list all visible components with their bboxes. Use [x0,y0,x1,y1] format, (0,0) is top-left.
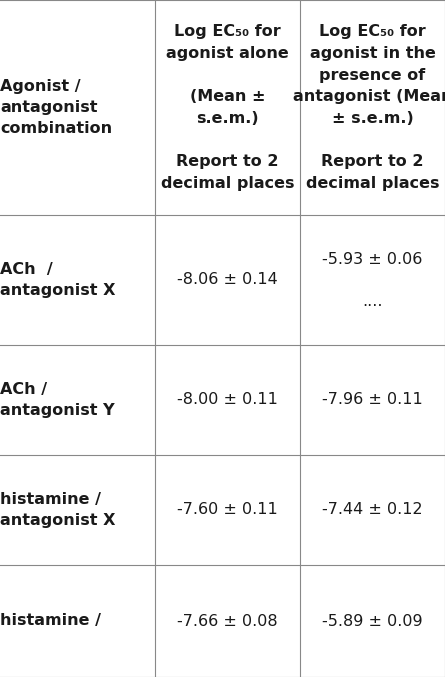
Text: -5.89 ± 0.09: -5.89 ± 0.09 [322,613,423,628]
Text: ACh /
antagonist Y: ACh / antagonist Y [0,382,115,418]
Text: Agonist /
antagonist
combination: Agonist / antagonist combination [0,79,112,136]
Text: histamine /
antagonist X: histamine / antagonist X [0,492,116,528]
Text: -8.00 ± 0.11: -8.00 ± 0.11 [177,393,278,408]
Text: -7.60 ± 0.11: -7.60 ± 0.11 [177,502,278,517]
Text: -8.06 ± 0.14: -8.06 ± 0.14 [177,273,278,288]
Text: Log EC₅₀ for
agonist alone

(Mean ±
s.e.m.)

Report to 2
decimal places: Log EC₅₀ for agonist alone (Mean ± s.e.m… [161,24,294,191]
Text: -7.44 ± 0.12: -7.44 ± 0.12 [322,502,423,517]
Text: -5.93 ± 0.06

....: -5.93 ± 0.06 .... [322,251,423,309]
Text: -7.96 ± 0.11: -7.96 ± 0.11 [322,393,423,408]
Text: -7.66 ± 0.08: -7.66 ± 0.08 [177,613,278,628]
Text: ACh  /
antagonist X: ACh / antagonist X [0,262,116,298]
Text: histamine /: histamine / [0,613,101,628]
Text: Log EC₅₀ for
agonist in the
presence of
antagonist (Mean
± s.e.m.)

Report to 2
: Log EC₅₀ for agonist in the presence of … [293,24,445,191]
